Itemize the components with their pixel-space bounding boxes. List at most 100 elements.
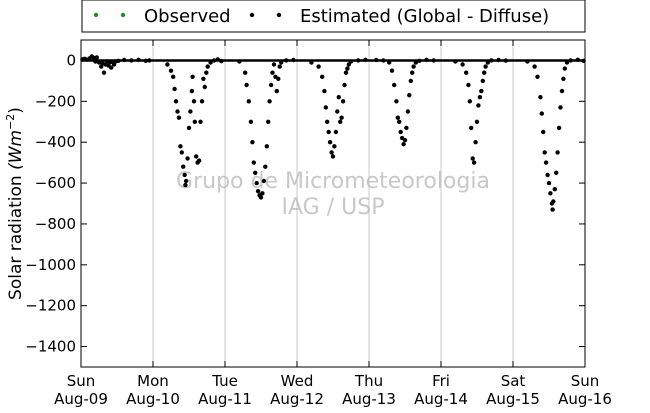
data-point [470,156,475,161]
data-point [172,86,177,92]
data-point [165,62,170,67]
x-axis-ticks: SunAug-09MonAug-10TueAug-11WedAug-12ThuA… [54,40,612,408]
x-tick-label-day: Mon [137,372,169,390]
data-point [397,119,402,125]
data-point [274,88,279,94]
data-point [561,76,566,82]
data-point [268,82,274,88]
data-point [551,199,556,204]
y-tick-label: −800 [35,215,76,233]
data-point [407,93,412,98]
data-point [253,170,258,175]
data-point [176,115,182,120]
data-point [469,125,474,131]
data-point [270,70,275,75]
data-point [335,109,340,114]
data-point [93,59,98,64]
data-point [342,82,347,88]
data-point [555,150,560,155]
data-point [404,125,409,131]
data-point [173,99,179,104]
data-point [345,66,350,71]
data-point [340,99,346,104]
data-point [483,64,488,69]
data-point [263,164,268,169]
y-tick-label: −200 [35,92,76,110]
legend-label: Observed [144,6,231,27]
data-point [485,60,490,65]
data-point [542,150,547,155]
data-point [143,58,148,63]
data-point [179,150,184,155]
data-point [178,144,183,149]
data-point [489,58,494,63]
data-point [333,129,339,135]
data-point [192,119,197,125]
data-point [410,70,415,75]
data-point [503,58,508,63]
data-point [538,95,543,100]
data-point [408,78,413,84]
data-point [189,88,195,94]
data-point [96,60,102,65]
data-point [338,119,343,125]
watermark-line: Grupo de Micrometeorologia [176,169,490,194]
data-point [190,74,195,80]
data-point [276,76,281,82]
data-point [271,62,277,67]
data-point [122,57,127,63]
data-point [277,64,282,69]
data-point [255,189,261,194]
data-point [363,57,368,62]
data-point [558,105,563,110]
legend: Observed Estimated (Global - Diffuse) [81,0,586,33]
data-point [202,84,207,90]
x-tick-label-date: Aug-09 [54,390,108,408]
legend-label: Estimated (Global - Diffuse) [300,6,549,27]
data-point [186,125,192,131]
data-point [171,74,176,80]
data-point [431,58,436,63]
data-point [215,57,220,62]
data-point [575,57,580,62]
data-point [402,137,408,143]
data-point [545,172,550,178]
data-point [348,59,354,64]
data-point [258,195,264,200]
data-point [535,74,540,80]
data-point [554,170,559,175]
data-point [405,109,411,114]
data-point [482,70,487,75]
data-point [181,164,186,169]
data-point [550,207,555,212]
x-tick-label-day: Sat [501,372,526,390]
data-point [237,59,242,64]
data-point [266,119,271,125]
data-point [267,99,272,104]
data-point [188,109,193,114]
data-point [474,119,480,125]
data-point [320,74,325,80]
grid [152,40,514,367]
y-axis-ticks: 0 −200 −400 −600 −800 −1000 −1200 −1400 [25,51,585,356]
data-point [183,178,189,184]
data-point [466,82,471,88]
y-label-exponent: −2 [4,114,17,130]
data-point [395,115,400,120]
data-point [332,144,337,149]
data-point [243,70,248,75]
data-point [199,99,205,104]
data-point [116,58,121,63]
data-point [546,180,552,186]
data-point [476,103,481,108]
data-point [309,60,314,65]
data-point [411,64,416,69]
legend-marker [120,12,126,18]
data-point [336,95,341,100]
data-point [453,59,458,64]
x-tick-label-day: Wed [281,372,314,390]
data-point [525,59,530,64]
data-point [323,105,328,110]
data-point [322,88,327,94]
